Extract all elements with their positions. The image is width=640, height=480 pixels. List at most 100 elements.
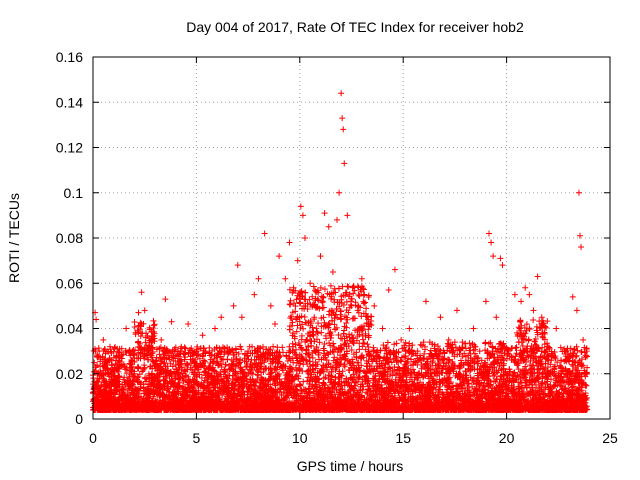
data-point (498, 366, 505, 373)
data-point (436, 376, 443, 383)
data-point (393, 354, 400, 361)
data-point (286, 286, 293, 293)
data-point (180, 382, 187, 389)
data-point (314, 330, 321, 337)
data-point (298, 395, 305, 402)
data-point (254, 363, 261, 370)
data-point (358, 392, 365, 399)
data-point (417, 341, 424, 348)
data-point (515, 338, 522, 345)
data-point (121, 364, 128, 371)
data-point (321, 319, 328, 326)
data-point (350, 362, 357, 369)
data-point (196, 355, 203, 362)
data-point (161, 359, 168, 366)
data-point (198, 374, 205, 381)
data-point (454, 389, 461, 396)
data-point (222, 361, 229, 368)
data-point (482, 347, 489, 354)
data-point (348, 346, 355, 353)
data-point (469, 383, 476, 390)
data-point (118, 345, 125, 352)
data-point (221, 366, 228, 373)
data-point (343, 298, 350, 305)
data-point (339, 283, 346, 290)
data-point (399, 345, 406, 352)
data-point (418, 342, 425, 349)
data-point (526, 326, 533, 333)
data-point (307, 318, 314, 325)
data-point (539, 344, 546, 351)
data-point (316, 339, 323, 346)
data-point (299, 321, 306, 328)
data-point (260, 343, 267, 350)
data-point (301, 314, 308, 321)
data-point (363, 305, 370, 312)
data-point (181, 344, 188, 351)
data-point (345, 283, 352, 290)
data-point (303, 357, 310, 364)
data-point (459, 344, 466, 351)
data-point (483, 381, 490, 388)
data-point (443, 389, 450, 396)
data-point (200, 357, 207, 364)
data-point (318, 329, 325, 336)
data-point (167, 360, 174, 367)
data-point (544, 356, 551, 363)
data-point (370, 344, 377, 351)
data-point (351, 315, 358, 322)
data-point (557, 344, 564, 351)
data-point (490, 372, 497, 379)
data-point (337, 335, 344, 342)
data-point (305, 343, 312, 350)
data-point (554, 359, 561, 366)
data-point (130, 377, 137, 384)
data-point (584, 364, 591, 371)
data-point (191, 369, 198, 376)
data-point (363, 320, 370, 327)
data-point (297, 325, 304, 332)
data-point (466, 340, 473, 347)
data-point (294, 322, 301, 329)
data-point (356, 293, 363, 300)
data-point (360, 292, 367, 299)
data-point (460, 378, 467, 385)
data-point (231, 351, 238, 358)
data-point (372, 372, 379, 379)
data-point (568, 384, 575, 391)
data-point (181, 351, 188, 358)
data-point (323, 364, 330, 371)
data-point (331, 321, 338, 328)
data-point (326, 339, 333, 346)
data-point (467, 344, 474, 351)
data-point (112, 343, 119, 350)
data-point (284, 358, 291, 365)
data-point (120, 351, 127, 358)
data-point (120, 361, 127, 368)
data-point (300, 378, 307, 385)
data-point (157, 344, 164, 351)
data-point (356, 346, 363, 353)
data-point (517, 317, 524, 324)
data-point (579, 381, 586, 388)
data-point (531, 338, 538, 345)
data-point (137, 319, 144, 326)
data-point (362, 330, 369, 337)
grid-lines (93, 57, 610, 419)
data-point (371, 348, 378, 355)
data-point (391, 341, 398, 348)
data-point (327, 282, 334, 289)
data-point (238, 346, 245, 353)
data-point (541, 365, 548, 372)
data-point (218, 356, 225, 363)
data-point (268, 374, 275, 381)
data-points (90, 90, 591, 413)
data-point (201, 377, 208, 384)
data-point (431, 341, 438, 348)
data-point (405, 342, 412, 349)
data-point (335, 332, 342, 339)
data-point (562, 366, 569, 373)
data-point (393, 340, 400, 347)
data-point (436, 346, 443, 353)
data-point (343, 289, 350, 296)
